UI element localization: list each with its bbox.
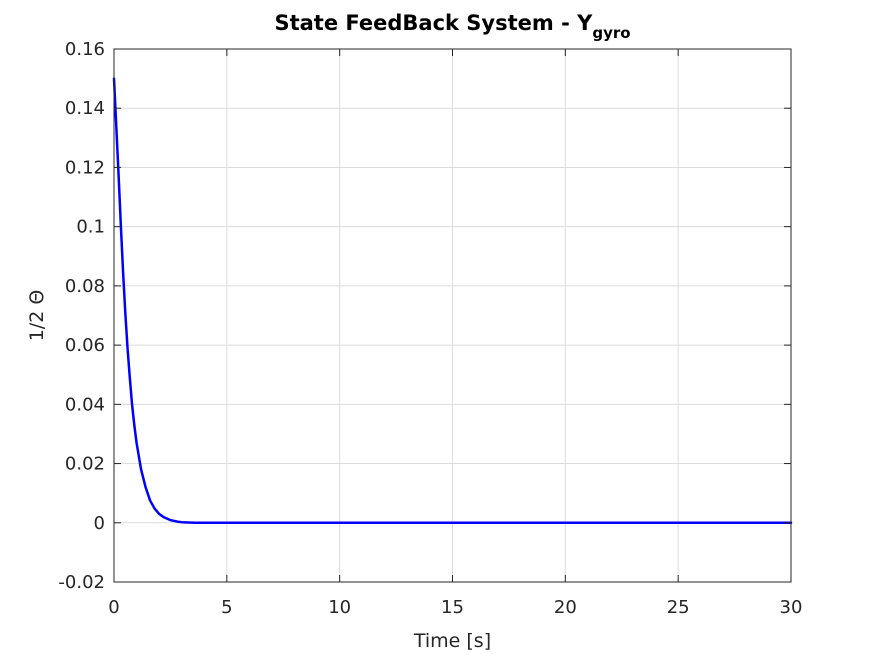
series-line — [112, 77, 793, 525]
series-lines — [112, 77, 793, 525]
x-axis-label: Time [s] — [413, 630, 491, 652]
x-tick-label: 20 — [554, 597, 577, 618]
x-tick-labels: 0 5 10 15 20 25 30 — [108, 597, 802, 618]
chart-title-main: State FeedBack System - Y — [274, 11, 593, 35]
y-tick-label: 0 — [94, 513, 105, 534]
y-tick-label: 0.06 — [65, 335, 105, 356]
y-tick-label: -0.02 — [58, 572, 105, 593]
y-tick-label: 0.16 — [65, 39, 105, 60]
tick-marks — [113, 48, 792, 583]
y-tick-label: 0.02 — [65, 454, 105, 475]
y-tick-label: 0.1 — [76, 217, 105, 238]
y-tick-label: 0.04 — [65, 394, 105, 415]
x-tick-label: 10 — [328, 597, 351, 618]
y-tick-labels: -0.02 0 0.02 0.04 0.06 0.08 0.1 0.12 0.14 0.16 — [58, 39, 105, 593]
x-tick-label: 30 — [780, 597, 803, 618]
x-tick-label: 0 — [108, 597, 119, 618]
y-tick-label: 0.08 — [65, 276, 105, 297]
x-tick-label: 15 — [441, 597, 464, 618]
y-tick-label: 0.12 — [65, 157, 105, 178]
chart-title-subscript: gyro — [592, 24, 630, 42]
x-tick-label: 5 — [221, 597, 232, 618]
chart-title: State FeedBack System - Ygyro — [274, 11, 630, 42]
y-axis-label: 1/2 Θ — [26, 290, 48, 342]
y-tick-label: 0.14 — [65, 98, 105, 119]
x-tick-label: 25 — [667, 597, 690, 618]
